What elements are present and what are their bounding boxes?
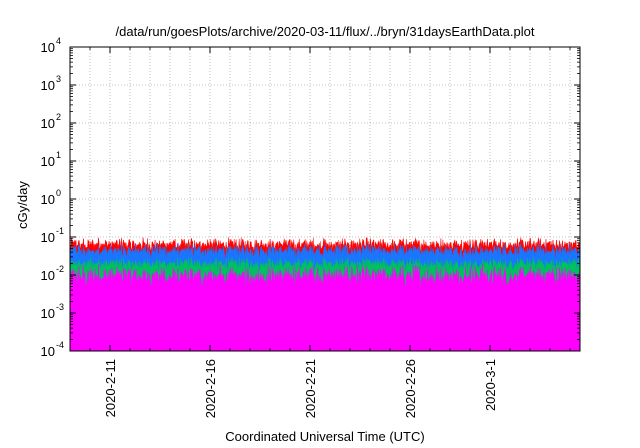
y-tick-exponent: -2 xyxy=(56,264,64,274)
x-tick-label: 2020-2-26 xyxy=(403,359,418,418)
x-tick-labels: 2020-2-11 2020-2-16 2020-2-21 2020-2-26 2020… xyxy=(103,359,498,418)
x-tick-label: 2020-2-11 xyxy=(103,359,118,417)
dropout-spike xyxy=(538,286,542,351)
y-tick-exponent: -3 xyxy=(56,302,64,312)
y-tick-label: 10 xyxy=(41,192,55,207)
y-tick-exponent: 3 xyxy=(56,74,61,84)
x-tick-label: 2020-2-21 xyxy=(303,359,318,418)
y-axis-label: cGy/day xyxy=(15,181,30,229)
plot-area xyxy=(69,236,581,352)
y-tick-label: 10 xyxy=(41,154,55,169)
y-tick-label: 10 xyxy=(41,268,55,283)
dropout-spike xyxy=(133,286,137,351)
y-tick-label: 10 xyxy=(41,78,55,93)
chart-title: /data/run/goesPlots/archive/2020-03-11/f… xyxy=(116,24,535,39)
y-tick-exponent: 2 xyxy=(56,112,61,122)
x-tick-label: 2020-3-1 xyxy=(483,359,498,411)
y-tick-label: 10 xyxy=(41,230,55,245)
series-4-area xyxy=(69,264,581,352)
dropout-spike xyxy=(573,286,577,351)
dropout-spike xyxy=(308,286,312,351)
dropout-spike xyxy=(403,286,407,351)
x-axis-label: Coordinated Universal Time (UTC) xyxy=(225,429,424,444)
dropout-spike xyxy=(453,286,457,351)
y-tick-label: 10 xyxy=(41,40,55,55)
y-tick-label: 10 xyxy=(41,306,55,321)
y-tick-exponent: -1 xyxy=(56,226,64,236)
y-tick-exponent: 4 xyxy=(56,36,61,46)
x-tick-label: 2020-2-16 xyxy=(203,359,218,418)
y-tick-exponent: 1 xyxy=(56,150,61,160)
y-tick-label: 10 xyxy=(41,116,55,131)
y-tick-exponent: -4 xyxy=(56,340,64,350)
y-tick-label: 10 xyxy=(41,344,55,359)
axis-ticks xyxy=(70,46,580,352)
y-tick-exponent: 0 xyxy=(56,188,61,198)
dropout-spike xyxy=(171,286,174,351)
